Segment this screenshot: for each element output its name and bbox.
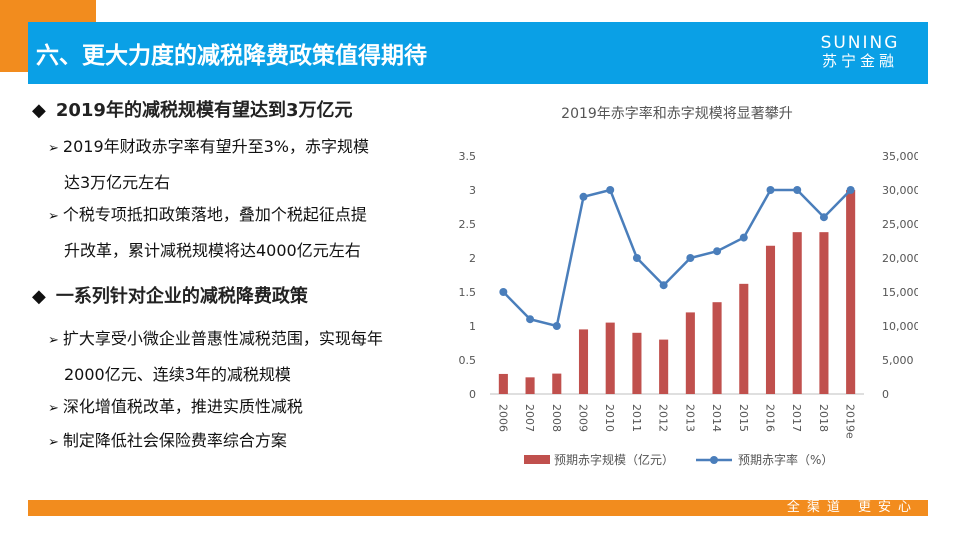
y-right-tick-label: 0 [882, 388, 889, 401]
x-tick-label: 2008 [550, 404, 563, 432]
y-left-tick-label: 1 [469, 320, 476, 333]
bar [578, 329, 589, 394]
line-series [502, 188, 852, 328]
line-point [632, 254, 641, 262]
bar [712, 302, 722, 394]
section-heading-2: ◆ 一系列针对企业的减税降费政策 [32, 286, 308, 307]
y-left-tick-label: 2 [469, 252, 476, 265]
chart-title: 2019年赤字率和赤字规模将显著攀升 [561, 105, 793, 122]
y-right-tick-label: 25,000 [882, 218, 918, 231]
arrow-bullet-icon: ➢ [48, 141, 59, 156]
y-left-tick-label: 1.5 [459, 286, 477, 299]
bullet-item: ➢ 个税专项抵扣政策落地，叠加个税起征点提 升改革，累计减税规模将达4000亿元左… [48, 205, 367, 260]
bar [685, 312, 695, 394]
footer-bar: 全渠道 更安心 [28, 500, 928, 516]
bar [739, 283, 749, 394]
x-tick-label: 2013 [683, 404, 696, 432]
footer-slogan: 全渠道 更安心 [786, 500, 918, 515]
y-right-tick-label: 10,000 [882, 320, 918, 333]
y-left-tick-label: 2.5 [459, 218, 477, 231]
x-tick-label: 2010 [603, 404, 616, 432]
logo-english: SUNING [820, 33, 900, 53]
line-point [659, 281, 668, 290]
legend-bar-swatch [524, 455, 550, 464]
line-point [606, 186, 615, 194]
page-title: 六、更大力度的减税降费政策值得期待 [36, 43, 427, 69]
line-point [819, 213, 828, 222]
bar [765, 245, 776, 394]
arrow-bullet-icon: ➢ [48, 435, 59, 450]
legend-bar-label: 预期赤字规模（亿元） [554, 452, 674, 467]
y-left-tick-label: 3.5 [459, 150, 477, 163]
line-point [686, 254, 695, 262]
x-tick-label: 2009 [577, 404, 590, 432]
diamond-bullet-icon: ◆ [32, 100, 46, 121]
x-tick-label: 2016 [764, 404, 777, 432]
y-right-tick-label: 15,000 [882, 286, 918, 299]
line-point [552, 322, 561, 330]
x-tick-label: 2015 [737, 404, 750, 432]
y-left-tick-label: 3 [469, 184, 476, 197]
logo-chinese: 苏宁金融 [821, 52, 898, 70]
bar [605, 322, 615, 394]
bar [819, 232, 829, 394]
title-bar: 六、更大力度的减税降费政策值得期待 SUNING 苏宁金融 [28, 22, 928, 84]
x-tick-label: 2012 [657, 404, 670, 432]
line-point [713, 247, 722, 256]
bar [632, 332, 642, 394]
x-tick-label: 2019e [844, 404, 857, 439]
bar [552, 373, 562, 394]
x-tick-label: 2018 [817, 404, 830, 432]
line-point [766, 186, 775, 194]
bar [498, 373, 508, 394]
line-point [739, 233, 748, 242]
bullet-item: ➢ 深化增值税改革，推进实质性减税 [48, 397, 303, 416]
deficit-chart: 2019年赤字率和赤字规模将显著攀升 0 0.5 1 1.5 2 2.5 3 3.5 0 5,000… [459, 105, 919, 467]
line-point [499, 288, 508, 296]
bar [846, 190, 856, 394]
y-left-tick-label: 0.5 [459, 354, 477, 367]
section-heading-1: ◆ 2019年的减税规模有望达到3万亿元 [32, 100, 353, 121]
diamond-bullet-icon: ◆ [32, 286, 46, 307]
legend-line-label: 预期赤字率（%） [738, 452, 833, 467]
arrow-bullet-icon: ➢ [48, 333, 59, 348]
x-tick-label: 2007 [523, 404, 536, 432]
x-tick-label: 2006 [496, 404, 509, 432]
y-right-tick-label: 5,000 [882, 354, 914, 367]
arrow-bullet-icon: ➢ [48, 209, 59, 224]
line-point [846, 186, 855, 194]
line-point [793, 186, 802, 194]
bullet-item: ➢ 制定降低社会保险费率综合方案 [48, 431, 287, 450]
bar [659, 339, 669, 394]
y-right-tick-label: 35,000 [882, 150, 918, 163]
bullet-item: ➢ 扩大享受小微企业普惠性减税范围，实现每年 2000亿元、连续3年的减税规模 [48, 329, 383, 384]
arrow-bullet-icon: ➢ [48, 401, 59, 416]
y-right-tick-label: 20,000 [882, 252, 918, 265]
bar [525, 377, 535, 394]
brand-logo: SUNING 苏宁金融 [804, 34, 916, 70]
x-tick-label: 2011 [630, 404, 643, 432]
x-tick-label: 2014 [710, 404, 723, 432]
line-point [579, 192, 588, 201]
bar [792, 232, 802, 394]
x-tick-label: 2017 [790, 404, 803, 432]
line-point [526, 315, 535, 324]
y-left-tick-label: 0 [469, 388, 476, 401]
bullet-item: ➢ 2019年财政赤字率有望升至3%，赤字规模 达3万亿元左右 [48, 137, 370, 192]
y-right-tick-label: 30,000 [882, 184, 918, 197]
legend-line-marker [710, 456, 718, 464]
